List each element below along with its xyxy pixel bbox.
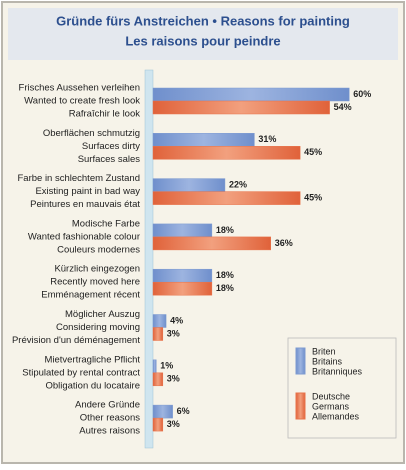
category-label: Rafraîchir le look: [69, 109, 141, 120]
bar: [152, 327, 164, 341]
bar: [152, 100, 330, 115]
value-label: 45%: [304, 192, 322, 202]
bar: [152, 359, 157, 374]
category-label: Mietvertragliche Pflicht: [44, 354, 140, 365]
title-band: [8, 8, 398, 60]
category-label: Surfaces dirty: [82, 141, 140, 152]
category-label: Other reasons: [80, 413, 140, 424]
bar: [152, 417, 164, 432]
bar: [152, 236, 271, 251]
category-label: Autres raisons: [79, 426, 140, 437]
bar: [152, 146, 301, 160]
value-label: 6%: [177, 406, 190, 416]
category-label: Peintures en mauvais état: [30, 199, 140, 210]
category-label: Frisches Aussehen verleihen: [19, 83, 140, 94]
bar: [152, 178, 226, 192]
category-label: Surfaces sales: [78, 154, 141, 165]
legend-label: Allemandes: [312, 411, 360, 421]
bar: [152, 281, 213, 296]
bar: [152, 191, 301, 205]
category-label: Modische Farbe: [72, 218, 140, 229]
value-label: 3%: [167, 419, 180, 429]
value-label: 45%: [304, 147, 322, 157]
category-label: Considering moving: [56, 322, 140, 333]
bar: [152, 404, 173, 419]
category-label: Oberflächen schmutzig: [43, 128, 140, 139]
category-label: Kürzlich eingezogen: [54, 264, 140, 275]
legend-label: Germans: [312, 401, 350, 411]
legend-box: [287, 337, 397, 439]
bar: [152, 372, 164, 387]
axis-strip: [144, 69, 154, 449]
value-label: 36%: [275, 238, 293, 248]
value-label: 4%: [170, 315, 183, 325]
legend-label: Britanniques: [312, 366, 363, 376]
value-label: 3%: [167, 374, 180, 384]
value-label: 31%: [258, 134, 276, 144]
value-label: 22%: [229, 179, 247, 189]
bar: [152, 223, 213, 238]
bar: [152, 87, 350, 102]
value-label: 60%: [353, 89, 371, 99]
category-label: Couleurs modernes: [57, 244, 140, 255]
value-label: 18%: [216, 225, 234, 235]
value-label: 18%: [216, 283, 234, 293]
value-label: 1%: [160, 361, 173, 371]
value-label: 54%: [334, 102, 352, 112]
category-label: Existing paint in bad way: [35, 186, 140, 197]
category-label: Wanted fashionable colour: [28, 231, 140, 242]
category-label: Wanted to create fresh look: [24, 96, 140, 107]
chart-subtitle: Les raisons pour peindre: [125, 33, 280, 48]
legend-label: Deutsche: [312, 391, 350, 401]
category-label: Obligation du locataire: [45, 380, 140, 391]
category-label: Prévision d'un déménagement: [12, 335, 140, 346]
category-label: Recently moved here: [50, 277, 140, 288]
legend-label: Briten: [312, 346, 336, 356]
category-label: Andere Gründe: [75, 400, 140, 411]
bar: [152, 133, 255, 147]
legend-label: Britains: [312, 356, 343, 366]
category-label: Farbe in schlechtem Zustand: [17, 173, 140, 184]
legend-swatch: [295, 347, 306, 375]
legend-swatch: [295, 392, 306, 420]
value-label: 18%: [216, 270, 234, 280]
value-label: 3%: [167, 328, 180, 338]
chart-title: Gründe fürs Anstreichen • Reasons for pa…: [56, 13, 350, 28]
category-label: Möglicher Auszug: [65, 309, 140, 320]
category-label: Emménagement récent: [41, 290, 140, 301]
category-label: Stipulated by rental contract: [22, 367, 140, 378]
bar: [152, 314, 167, 328]
bar: [152, 268, 213, 283]
